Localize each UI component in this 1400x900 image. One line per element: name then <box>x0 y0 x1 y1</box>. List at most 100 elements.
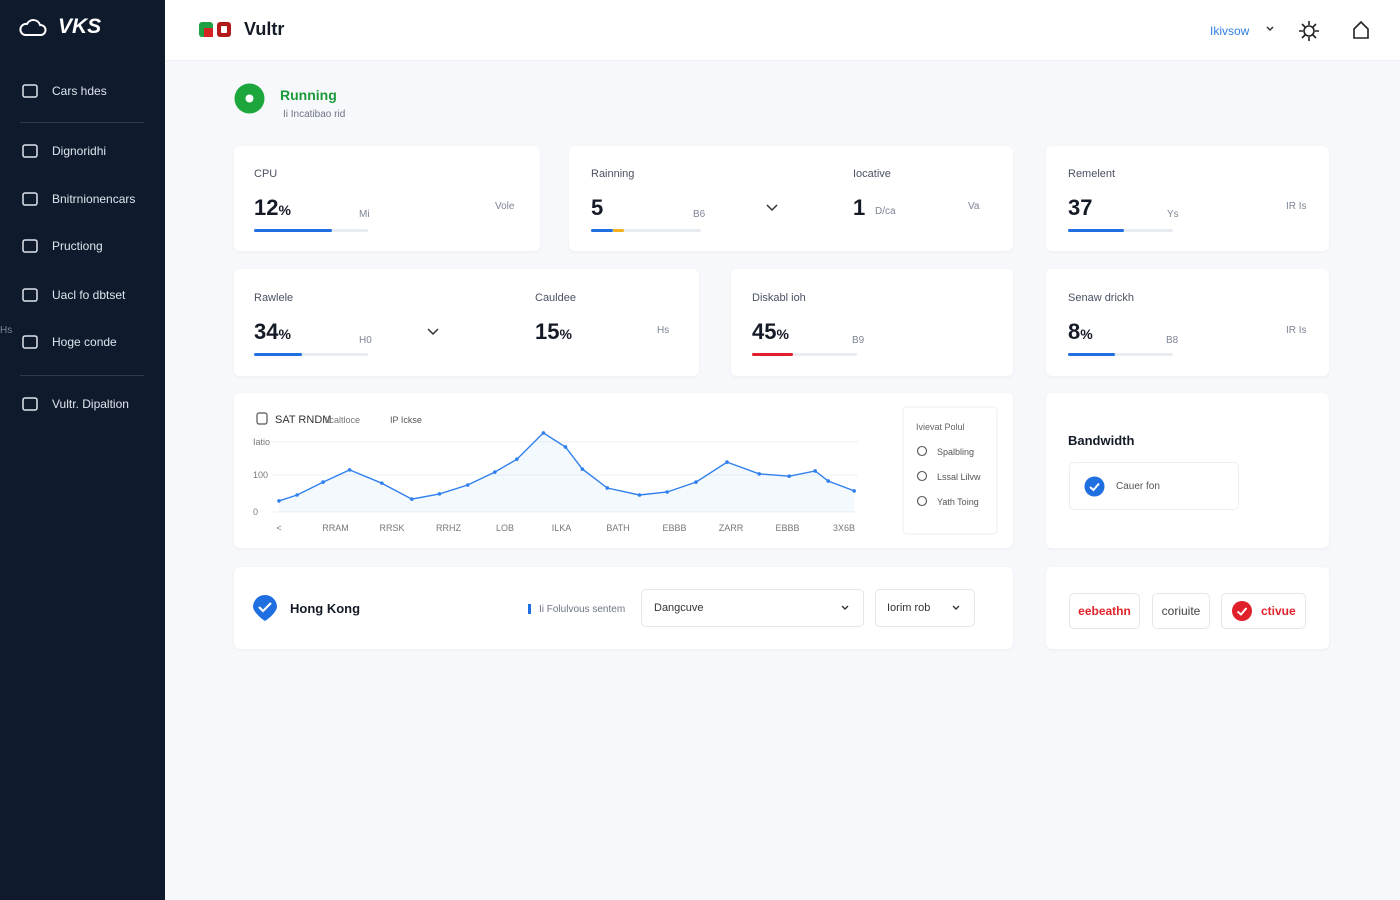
legend-icon <box>916 470 928 482</box>
metric-unit: % <box>278 326 291 342</box>
status-detail: Ii Incatibao rid <box>283 109 346 120</box>
x-tick-label: ZARR <box>719 523 744 533</box>
x-tick-label: EBBB <box>662 523 686 533</box>
account-menu[interactable]: Ikivsow <box>1210 24 1250 38</box>
action-label: ctivue <box>1261 604 1296 618</box>
location-icon <box>253 595 277 621</box>
nav-item[interactable]: Bnitrnionencars <box>52 192 136 206</box>
metric-label: CPU <box>254 168 278 180</box>
point <box>541 431 546 435</box>
progress-fill <box>591 229 613 232</box>
metric-unit: % <box>559 326 572 342</box>
progress-fill <box>1068 229 1124 232</box>
point <box>437 492 442 496</box>
progress-fill <box>254 229 332 232</box>
metric-number: 12 <box>254 195 279 220</box>
metric-number: 34 <box>254 319 279 344</box>
progress-track <box>1068 353 1173 356</box>
action-button[interactable]: coriuite <box>1152 593 1210 629</box>
metric-sub: Mi <box>359 209 370 220</box>
action-button[interactable]: eebeathn <box>1069 593 1140 629</box>
y-tick-label: 0 <box>253 507 258 517</box>
chevron <box>952 605 960 610</box>
point <box>321 480 325 484</box>
brand: Vultr <box>244 19 285 39</box>
metric-side: IR Is <box>1286 201 1307 212</box>
progress-track <box>752 353 857 356</box>
home-icon[interactable] <box>1351 20 1371 40</box>
nav-icon <box>22 288 38 302</box>
divider <box>20 122 144 123</box>
topbar: Vultr Ikivsow <box>165 0 1400 61</box>
metric-card <box>234 269 699 376</box>
point <box>757 472 762 476</box>
chevron[interactable] <box>426 327 440 337</box>
select[interactable]: Iorim rob <box>875 589 975 627</box>
chevron[interactable] <box>765 203 779 213</box>
select-value: Dangcuve <box>654 602 704 614</box>
point <box>493 470 497 474</box>
x-tick-label: LOB <box>496 523 514 533</box>
chart-card <box>234 393 1013 548</box>
point <box>580 467 585 471</box>
metric-unit: % <box>278 202 291 218</box>
metric-card <box>1046 269 1329 376</box>
point <box>852 489 856 493</box>
x-tick-label: 3X6B <box>833 523 855 533</box>
nav-item[interactable]: Dignoridhi <box>52 144 107 158</box>
chevron[interactable] <box>1265 25 1275 33</box>
metric-value: 1 <box>853 195 866 220</box>
legend-icon <box>916 495 928 507</box>
metric-unit: % <box>1080 326 1093 342</box>
metric-sub: B8 <box>1166 335 1179 346</box>
metric-label: Cauldee <box>535 292 576 304</box>
nav-icon <box>22 144 38 158</box>
settings-icon[interactable] <box>1298 20 1320 42</box>
nav-icon-shape <box>22 397 38 411</box>
metric-value: 37 <box>1068 195 1093 220</box>
point <box>277 499 281 503</box>
metric-card <box>731 269 1013 376</box>
nav-item[interactable]: Pructiong <box>52 239 103 253</box>
progress-track <box>1068 229 1173 232</box>
metric-label: Rawlele <box>254 292 294 304</box>
point <box>826 479 830 483</box>
metric-sub: Ys <box>1167 209 1179 220</box>
progress-fill <box>254 353 302 356</box>
metric-label: Iocative <box>853 168 891 180</box>
legend-icon <box>916 445 928 457</box>
metric-sub: D/ca <box>875 206 896 217</box>
nav-item[interactable]: Cars hdes <box>52 84 107 98</box>
nav-icon-shape <box>22 335 38 349</box>
x-tick-label: BATH <box>606 523 629 533</box>
logo-icon <box>199 22 231 37</box>
select[interactable]: Dangcuve <box>641 589 864 627</box>
metric-side: Va <box>968 201 980 212</box>
x-tick-label: RRHZ <box>436 523 461 533</box>
progress-track <box>254 353 368 356</box>
metric-number: 45 <box>752 319 777 344</box>
nav-item[interactable]: Uacl fo dbtset <box>52 288 126 302</box>
action-button[interactable]: ctivue <box>1221 593 1306 629</box>
y-tick-label: Iatio <box>253 437 270 447</box>
legend-item: Spalbling <box>937 447 974 457</box>
nav-item[interactable]: Vultr. Dipaltion <box>52 397 129 411</box>
progress-track <box>591 229 701 232</box>
location-detail: Ii Folulvous sentem <box>539 604 626 615</box>
point <box>295 493 299 497</box>
status-label: Running <box>280 87 337 103</box>
point <box>665 490 669 494</box>
nav-icon <box>22 335 38 349</box>
chart-subtitle: Iicaltloce <box>325 415 360 425</box>
metric-side: Vole <box>495 201 515 212</box>
nav-item[interactable]: Hoge conde <box>52 335 117 349</box>
point <box>787 474 791 478</box>
metric-card <box>569 146 1013 251</box>
metric-number: 8 <box>1068 319 1081 344</box>
nav-icon <box>22 397 38 411</box>
metric-label: Diskabl ioh <box>752 292 806 304</box>
y-tick-label: 100 <box>253 470 268 480</box>
x-tick-label: EBBB <box>775 523 799 533</box>
